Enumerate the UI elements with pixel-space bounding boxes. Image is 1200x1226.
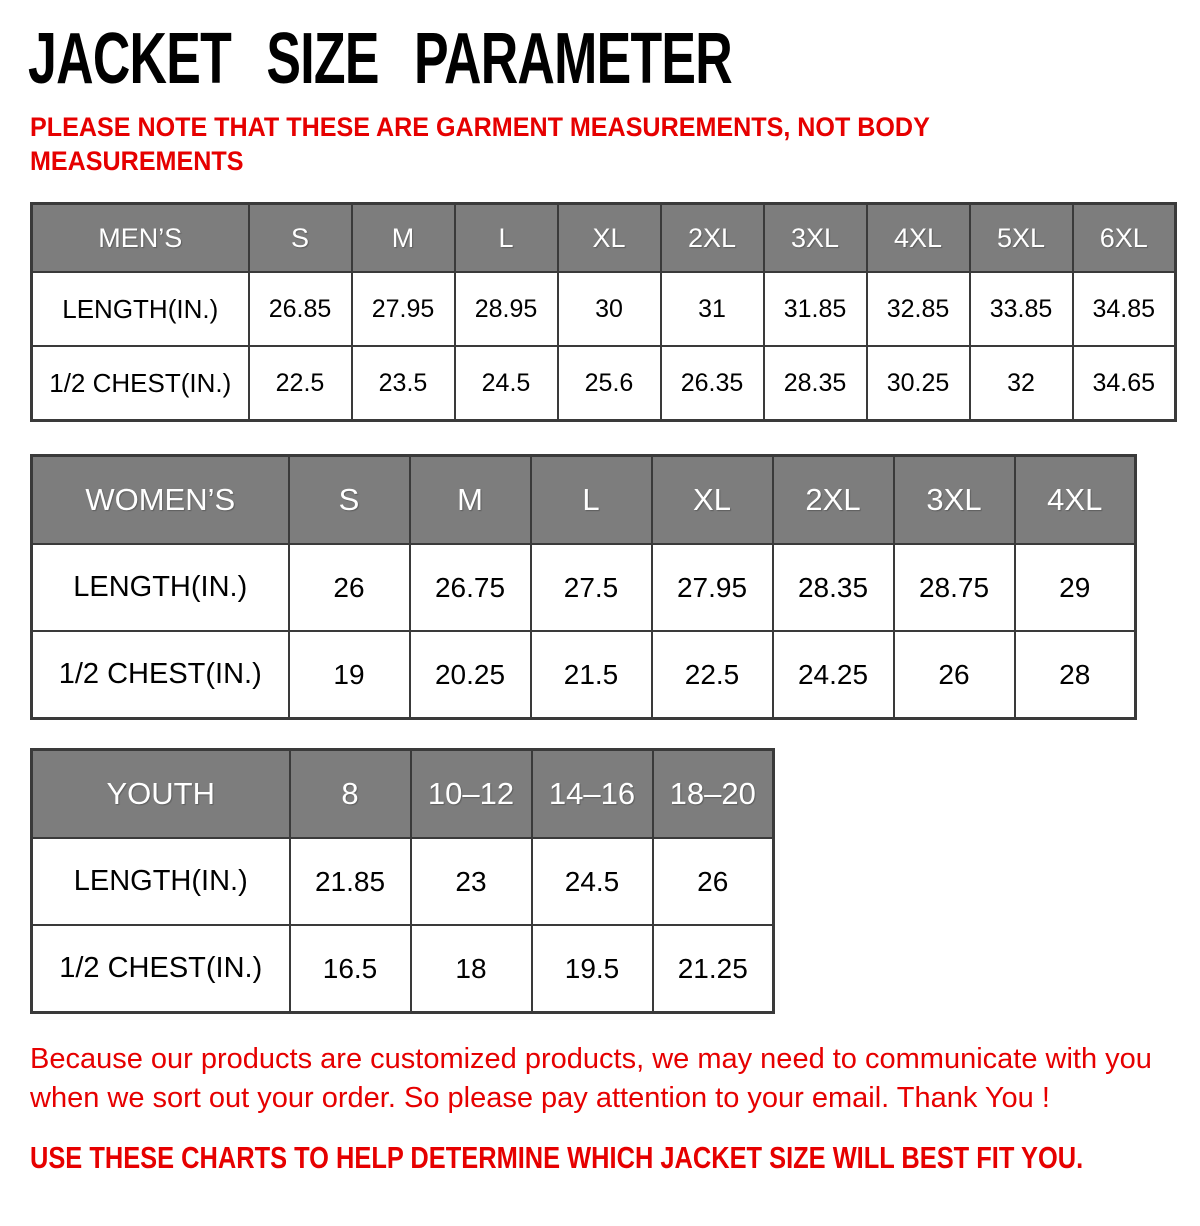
size-value-cell: 24.5: [453, 345, 559, 422]
size-column-header: 18–20: [651, 748, 775, 839]
size-value-cell: 26: [287, 543, 411, 632]
size-value-cell: 25.6: [556, 345, 662, 422]
size-value-cell: 26.75: [408, 543, 532, 632]
size-value-cell: 34.65: [1071, 345, 1177, 422]
size-value-cell: 32: [968, 345, 1074, 422]
size-value-cell: 27.5: [529, 543, 653, 632]
size-value-cell: 18: [409, 924, 533, 1014]
size-value-cell: 23: [409, 837, 533, 926]
size-value-cell: 30.25: [865, 345, 971, 422]
size-value-cell: 24.25: [771, 630, 895, 720]
row-label-cell: LENGTH(IN.): [30, 271, 250, 347]
size-column-header: XL: [650, 454, 774, 545]
youth-header-row: YOUTH 8 10–12 14–16 18–20: [30, 748, 775, 839]
size-value-cell: 28.75: [892, 543, 1016, 632]
size-value-cell: 21.85: [288, 837, 412, 926]
size-value-cell: 26.85: [247, 271, 353, 347]
garment-measurements-note: PLEASE NOTE THAT THESE ARE GARMENT MEASU…: [30, 112, 930, 176]
size-column-header: 14–16: [530, 748, 654, 839]
size-value-cell: 31.85: [762, 271, 868, 347]
size-column-header: 4XL: [1013, 454, 1137, 545]
row-label-cell: 1/2 CHEST(IN.): [30, 924, 291, 1014]
size-value-cell: 26: [892, 630, 1016, 720]
size-value-cell: 28.35: [771, 543, 895, 632]
womens-table-title-cell: WOMEN’S: [30, 454, 290, 545]
womens-header-row: WOMEN’S S M L XL 2XL 3XL 4XL: [30, 454, 1137, 545]
use-charts-note: USE THESE CHARTS TO HELP DETERMINE WHICH…: [30, 1140, 1084, 1175]
size-value-cell: 32.85: [865, 271, 971, 347]
row-label-cell: 1/2 CHEST(IN.): [30, 345, 250, 422]
size-value-cell: 26: [651, 837, 775, 926]
size-column-header: M: [350, 202, 456, 273]
size-value-cell: 34.85: [1071, 271, 1177, 347]
size-column-header: 5XL: [968, 202, 1074, 273]
size-column-header: 2XL: [659, 202, 765, 273]
womens-chest-row: 1/2 CHEST(IN.) 19 20.25 21.5 22.5 24.25 …: [30, 630, 1137, 720]
size-value-cell: 21.5: [529, 630, 653, 720]
womens-size-table: WOMEN’S S M L XL 2XL 3XL 4XL LENGTH(IN.)…: [30, 454, 1137, 720]
size-value-cell: 33.85: [968, 271, 1074, 347]
size-value-cell: 28.95: [453, 271, 559, 347]
size-value-cell: 26.35: [659, 345, 765, 422]
size-column-header: S: [287, 454, 411, 545]
size-column-header: 6XL: [1071, 202, 1177, 273]
size-value-cell: 23.5: [350, 345, 456, 422]
row-label-cell: LENGTH(IN.): [30, 543, 290, 632]
size-value-cell: 22.5: [650, 630, 774, 720]
mens-table-title-cell: MEN’S: [30, 202, 250, 273]
mens-header-row: MEN’S S M L XL 2XL 3XL 4XL 5XL 6XL: [30, 202, 1177, 273]
mens-length-row: LENGTH(IN.) 26.85 27.95 28.95 30 31 31.8…: [30, 271, 1177, 347]
size-value-cell: 16.5: [288, 924, 412, 1014]
row-label-cell: 1/2 CHEST(IN.): [30, 630, 290, 720]
customized-products-note: Because our products are customized prod…: [30, 1043, 1152, 1114]
size-value-cell: 20.25: [408, 630, 532, 720]
youth-size-table: YOUTH 8 10–12 14–16 18–20 LENGTH(IN.) 21…: [30, 748, 775, 1014]
size-column-header: L: [529, 454, 653, 545]
size-column-header: XL: [556, 202, 662, 273]
size-column-header: S: [247, 202, 353, 273]
size-column-header: 8: [288, 748, 412, 839]
youth-table-title-cell: YOUTH: [30, 748, 291, 839]
size-value-cell: 28.35: [762, 345, 868, 422]
size-column-header: L: [453, 202, 559, 273]
size-value-cell: 30: [556, 271, 662, 347]
size-value-cell: 22.5: [247, 345, 353, 422]
size-column-header: 3XL: [892, 454, 1016, 545]
size-column-header: 2XL: [771, 454, 895, 545]
page-title: JACKET SIZE PARAMETER: [28, 19, 733, 99]
size-column-header: 4XL: [865, 202, 971, 273]
size-value-cell: 19: [287, 630, 411, 720]
size-value-cell: 31: [659, 271, 765, 347]
youth-chest-row: 1/2 CHEST(IN.) 16.5 18 19.5 21.25: [30, 924, 775, 1014]
size-value-cell: 27.95: [650, 543, 774, 632]
size-column-header: 10–12: [409, 748, 533, 839]
size-value-cell: 29: [1013, 543, 1137, 632]
row-label-cell: LENGTH(IN.): [30, 837, 291, 926]
womens-length-row: LENGTH(IN.) 26 26.75 27.5 27.95 28.35 28…: [30, 543, 1137, 632]
size-column-header: M: [408, 454, 532, 545]
size-value-cell: 27.95: [350, 271, 456, 347]
size-value-cell: 24.5: [530, 837, 654, 926]
size-column-header: 3XL: [762, 202, 868, 273]
mens-size-table: MEN’S S M L XL 2XL 3XL 4XL 5XL 6XL LENGT…: [30, 202, 1177, 422]
size-value-cell: 21.25: [651, 924, 775, 1014]
size-value-cell: 28: [1013, 630, 1137, 720]
youth-length-row: LENGTH(IN.) 21.85 23 24.5 26: [30, 837, 775, 926]
size-chart-page: JACKET SIZE PARAMETER PLEASE NOTE THAT T…: [0, 19, 1200, 1176]
size-value-cell: 19.5: [530, 924, 654, 1014]
mens-chest-row: 1/2 CHEST(IN.) 22.5 23.5 24.5 25.6 26.35…: [30, 345, 1177, 422]
